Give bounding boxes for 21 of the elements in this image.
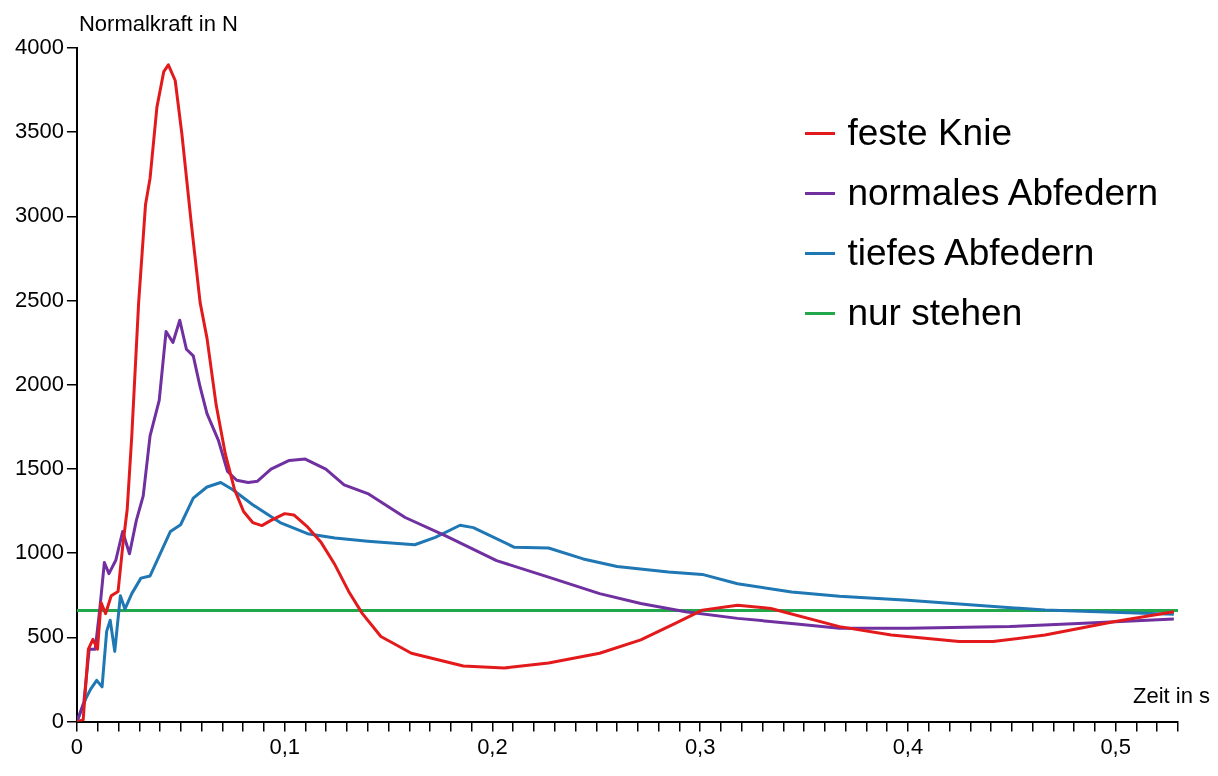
y-tick-label: 2500: [14, 286, 64, 312]
legend-label: feste Knie: [847, 112, 1012, 154]
y-tick-label: 3000: [14, 202, 64, 228]
y-tick-label: 0: [51, 707, 64, 733]
y-tick-label: 2000: [14, 370, 64, 396]
y-tick-label: 4000: [14, 34, 64, 60]
x-tick-label: 0,2: [477, 733, 508, 759]
x-tick-label: 0,3: [684, 733, 716, 759]
legend-label: tiefes Abfedern: [847, 232, 1095, 274]
x-tick-label: 0,4: [892, 733, 924, 759]
x-tick-label: 0: [70, 733, 84, 759]
x-tick-label: 0,5: [1100, 733, 1131, 759]
x-tick-label: 0,1: [269, 733, 300, 759]
y-tick-label: 500: [27, 623, 64, 649]
x-axis-title: Zeit in s: [1132, 682, 1210, 708]
y-tick-label: 1000: [14, 539, 64, 565]
y-tick-label: 3500: [14, 118, 64, 144]
legend-label: normales Abfedern: [847, 172, 1158, 214]
legend-label: nur stehen: [847, 292, 1023, 334]
y-tick-label: 1500: [14, 455, 64, 481]
y-axis-title: Normalkraft in N: [78, 11, 238, 37]
